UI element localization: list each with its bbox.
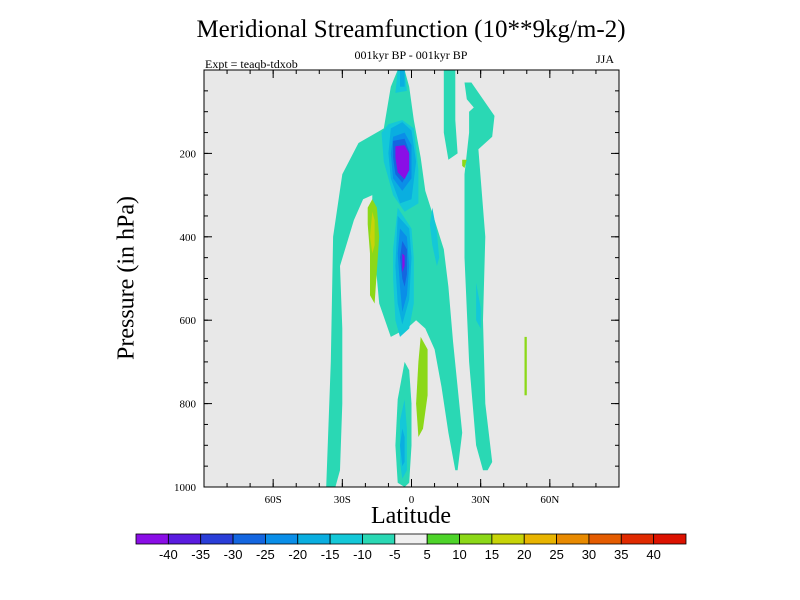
colorbar-swatch [135, 533, 169, 545]
colorbar-label: -20 [288, 547, 307, 562]
colorbar-swatch [167, 533, 202, 545]
contour-region [476, 282, 481, 329]
colorbar-swatch [459, 533, 493, 545]
contour-region [367, 199, 380, 304]
colorbar-label: 10 [452, 547, 466, 562]
colorbar-swatch [523, 533, 557, 545]
colorbar-swatch [362, 533, 396, 545]
colorbar-label: 25 [549, 547, 563, 562]
contour-region [402, 253, 405, 273]
contour-region [400, 70, 405, 87]
colorbar-label: -30 [224, 547, 243, 562]
colorbar-label: -10 [353, 547, 372, 562]
colorbar-swatch [200, 533, 234, 545]
y-tick-label: 1000 [174, 482, 197, 494]
contour-region [370, 211, 375, 254]
x-tick-label: 0 [409, 494, 415, 506]
contour-region [400, 428, 405, 467]
contour-region [464, 82, 495, 471]
axes: 60S 30S 0 30N 60N 200 400 600 800 1000 [174, 69, 620, 506]
colorbar-swatch [491, 533, 525, 545]
colorbar-swatch [426, 533, 460, 545]
contour-region [429, 207, 440, 266]
colorbar-swatch [232, 533, 266, 545]
colorbar-label: -15 [321, 547, 340, 562]
colorbar-label: 40 [646, 547, 660, 562]
y-tick-label: 600 [180, 315, 197, 327]
experiment-label: Expt = teaqb-tdxob [205, 57, 298, 71]
y-tick-label: 800 [180, 399, 197, 411]
colorbar-swatch [297, 533, 331, 545]
contour-regions [326, 70, 527, 487]
contour-region [462, 159, 467, 168]
colorbar-swatch [588, 533, 622, 545]
colorbar-label: 5 [424, 547, 431, 562]
chart-subtitle: 001kyr BP - 001kyr BP [354, 48, 468, 62]
colorbar-swatch [394, 533, 428, 545]
colorbar-label: 30 [582, 547, 596, 562]
x-axis-label: Latitude [371, 503, 451, 529]
contour-region [395, 145, 410, 180]
colorbar-label: -35 [191, 547, 210, 562]
colorbar-swatch [620, 533, 655, 545]
colorbar-label: -25 [256, 547, 275, 562]
x-tick-label: 60S [265, 494, 282, 506]
colorbar-label: 35 [614, 547, 628, 562]
x-tick-label: 30S [334, 494, 351, 506]
colorbar-label: 15 [485, 547, 499, 562]
colorbar-label: -40 [159, 547, 178, 562]
season-label: JJA [596, 52, 615, 66]
colorbar-swatch [653, 533, 687, 545]
colorbar-swatch [265, 533, 299, 545]
colorbar: -40 -35 -30 -25 -20 -15 -10 -5 5 10 15 20 25 30 35 40 [135, 533, 687, 562]
contour-region [443, 70, 458, 160]
contour-region [524, 336, 527, 396]
chart-title: Meridional Streamfunction (10**9kg/m-2) [196, 16, 626, 43]
colorbar-label: -5 [389, 547, 401, 562]
colorbar-swatch [329, 533, 363, 545]
x-tick-label: 30N [471, 494, 490, 506]
colorbar-label: 20 [517, 547, 531, 562]
x-tick-label: 60N [540, 494, 559, 506]
y-tick-label: 200 [180, 148, 197, 160]
colorbar-swatch [556, 533, 590, 545]
y-tick-label: 400 [180, 232, 197, 244]
contour-region [416, 336, 428, 437]
plot-area [204, 70, 619, 487]
